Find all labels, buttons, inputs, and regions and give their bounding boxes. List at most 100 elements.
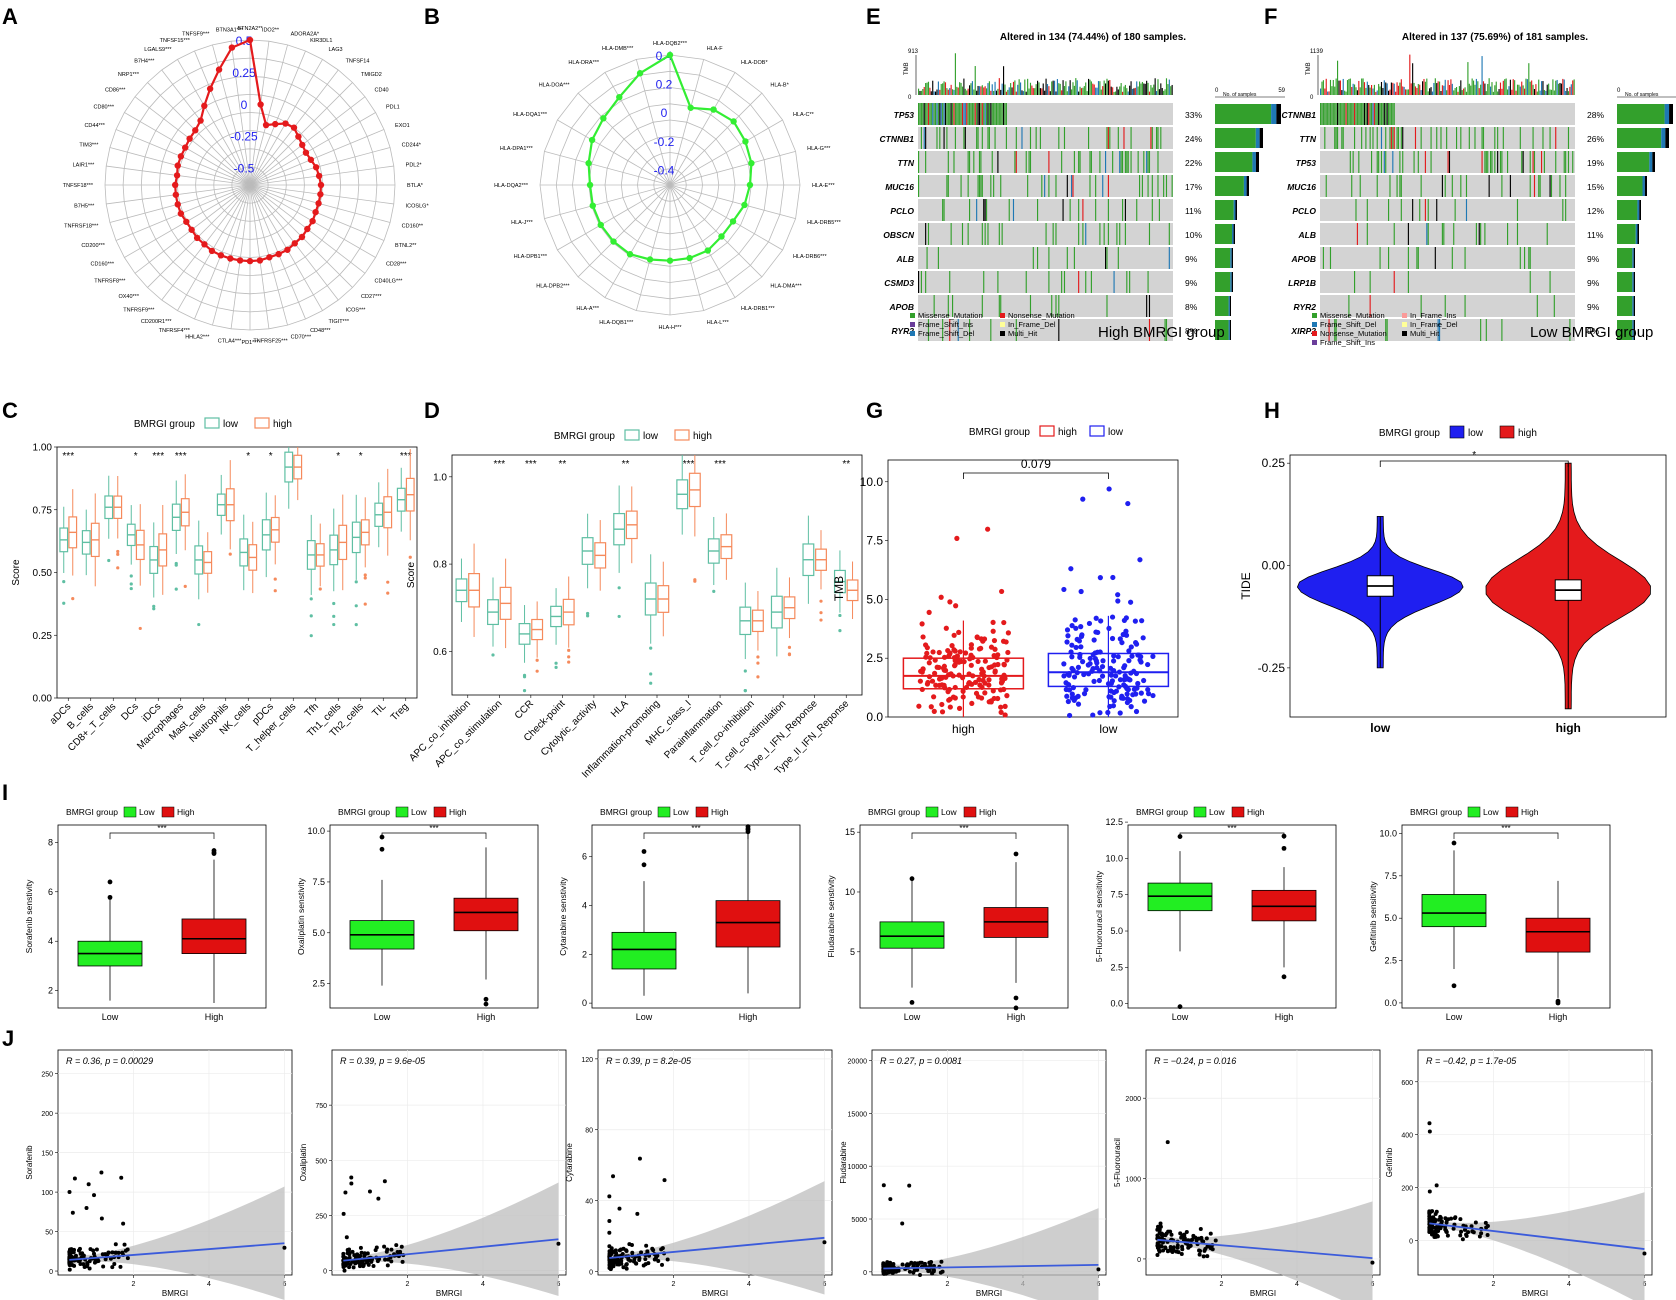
mutation-cell xyxy=(1352,103,1354,125)
data-point xyxy=(1108,672,1114,678)
radar-point xyxy=(246,36,254,44)
data-point xyxy=(624,1262,629,1267)
outlier-point xyxy=(1451,840,1457,846)
tmb-bar xyxy=(930,91,932,95)
radar-point xyxy=(307,156,315,163)
drug-boxplot-oxaliplatin: BMRGI group Low High2.55.07.510.0Oxaliplat… xyxy=(296,806,539,1022)
tmb-bar xyxy=(936,89,938,95)
tmb-bar xyxy=(1559,82,1561,95)
tmb-bar xyxy=(1383,80,1385,95)
mutation-cell xyxy=(1348,103,1350,125)
data-point xyxy=(954,653,961,659)
mutation-cell xyxy=(1069,199,1071,221)
data-point xyxy=(341,1251,346,1256)
x-tick-label: high xyxy=(952,722,975,736)
radar-spoke xyxy=(177,59,251,186)
tmb-bar xyxy=(1482,81,1485,95)
mutation-cell xyxy=(1082,199,1084,221)
gene-percent: 10% xyxy=(1185,230,1202,240)
tmb-bar xyxy=(1382,88,1384,95)
outlier-point xyxy=(1013,995,1019,1001)
mutation-cell xyxy=(1371,103,1373,125)
data-point xyxy=(1201,1254,1206,1259)
radar-tick-label: 0.25 xyxy=(232,66,256,80)
tmb-bar xyxy=(1141,81,1143,95)
data-point xyxy=(1642,1251,1647,1256)
outlier-point xyxy=(152,607,156,611)
legend-swatch xyxy=(925,806,939,818)
radar-axis-label: CD40LG*** xyxy=(375,279,404,285)
legend-swatch xyxy=(1193,806,1207,818)
x-tick-label: High xyxy=(1275,1012,1294,1022)
legend-swatch xyxy=(1000,313,1005,318)
gene-percent: 22% xyxy=(1185,158,1202,168)
mutation-cell xyxy=(967,175,969,197)
y-tick-label: 250 xyxy=(41,1072,53,1079)
tmb-bar xyxy=(1457,91,1459,95)
data-point xyxy=(957,649,963,655)
data-point xyxy=(1484,1225,1489,1230)
data-point xyxy=(999,588,1005,595)
mutation-cell xyxy=(1541,151,1543,173)
panel-label-d: D xyxy=(424,398,440,423)
tmb-bar xyxy=(1038,82,1040,95)
mutation-cell xyxy=(967,103,969,125)
tmb-bar xyxy=(1071,89,1073,95)
tmb-bar xyxy=(990,90,992,95)
regression-line xyxy=(69,1242,285,1261)
mutation-cell xyxy=(1567,151,1570,173)
y-tick-label: 250 xyxy=(315,1213,327,1220)
data-point xyxy=(627,1242,632,1247)
legend-swatch xyxy=(1402,313,1407,318)
mutation-cell xyxy=(1563,151,1565,173)
data-point xyxy=(1126,648,1132,654)
mutation-cell xyxy=(998,103,1000,125)
frequency-bar-other xyxy=(1632,272,1634,292)
data-point xyxy=(344,1235,349,1240)
mutation-cell xyxy=(1062,199,1064,221)
outlier-point xyxy=(62,601,66,605)
mutation-cell xyxy=(1460,175,1462,197)
frequency-bar-missense xyxy=(1215,224,1232,244)
tmb-bar xyxy=(1475,78,1477,95)
mutation-cell xyxy=(1365,127,1367,149)
frequency-bar-other xyxy=(1642,176,1645,196)
tmb-bar xyxy=(1393,83,1395,95)
data-point xyxy=(972,679,979,685)
radar-point xyxy=(616,93,623,101)
gene-label: TTN xyxy=(897,158,914,168)
mutation-cell xyxy=(1447,151,1449,173)
mutation-cell xyxy=(1430,127,1432,149)
gene-percent: 9% xyxy=(1587,302,1600,312)
frequency-bar-multi xyxy=(1633,272,1635,292)
data-point xyxy=(1064,627,1071,633)
data-point xyxy=(1133,641,1140,647)
gene-percent: 24% xyxy=(1185,134,1202,144)
mutation-cell xyxy=(1099,223,1101,245)
data-point xyxy=(116,1250,121,1255)
radar-spoke xyxy=(249,50,306,186)
mutation-cell xyxy=(1105,151,1107,173)
tmb-bar xyxy=(1021,90,1023,95)
frequency-bar-missense xyxy=(1617,128,1662,148)
tmb-bar xyxy=(966,90,968,95)
radar-axis-label: LAIR1*** xyxy=(73,163,96,169)
radar-point xyxy=(201,241,208,248)
mutation-cell xyxy=(927,103,930,125)
x-tick-label: Low xyxy=(1446,1012,1463,1022)
tmb-bar xyxy=(1396,82,1398,95)
frequency-bar-other xyxy=(1228,320,1230,340)
gene-percent: 9% xyxy=(1185,278,1198,288)
significance-label: *** xyxy=(493,459,505,470)
radar-point xyxy=(208,247,216,255)
tmb-bar xyxy=(1567,91,1570,95)
mutation-cell xyxy=(1337,103,1339,125)
scatter-oxaliplatin: 0250500750246BMRGIOxaliplatinR = 0.39, p… xyxy=(299,1049,567,1298)
mutation-cell xyxy=(925,103,927,125)
legend-swatch xyxy=(910,331,915,336)
frequency-bar-other xyxy=(1232,224,1234,244)
y-tick-label: 0 xyxy=(49,1269,53,1276)
data-point xyxy=(995,661,1001,668)
mutation-cell xyxy=(943,199,945,221)
mutation-cell xyxy=(947,151,949,173)
